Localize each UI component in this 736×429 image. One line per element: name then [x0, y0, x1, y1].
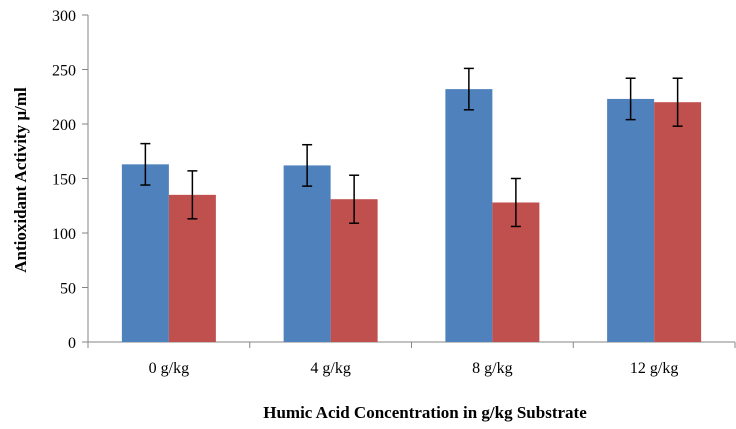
y-tick-label: 250	[52, 63, 76, 80]
y-tick-label: 0	[68, 335, 76, 352]
y-tick-label: 200	[52, 117, 76, 134]
bar-series-1	[607, 98, 655, 343]
bar-series-1	[445, 89, 493, 343]
y-tick-label: 150	[52, 172, 76, 189]
bar-series-1	[121, 164, 169, 342]
y-tick-label: 100	[52, 226, 76, 243]
x-tick-label: 0 g/kg	[149, 360, 189, 377]
y-tick-label: 300	[52, 8, 76, 25]
y-tick-label: 50	[60, 281, 76, 298]
error-bars	[140, 67, 683, 228]
x-axis-title: Humic Acid Concentration in g/kg Substra…	[263, 403, 587, 422]
x-tick-label: 8 g/kg	[472, 360, 512, 377]
bar-series-2	[654, 102, 702, 342]
bars	[121, 89, 702, 343]
x-axis: 0 g/kg 4 g/kg 8 g/kg 12 g/kg	[87, 341, 736, 377]
bar-series-1	[283, 165, 331, 342]
x-tick-label: 12 g/kg	[630, 360, 678, 377]
x-tick-label: 4 g/kg	[310, 360, 350, 377]
y-axis-title: Antioxidant Activity µ/ml	[11, 87, 30, 273]
y-axis: 0 50 100 150 200 250 300	[52, 8, 89, 352]
